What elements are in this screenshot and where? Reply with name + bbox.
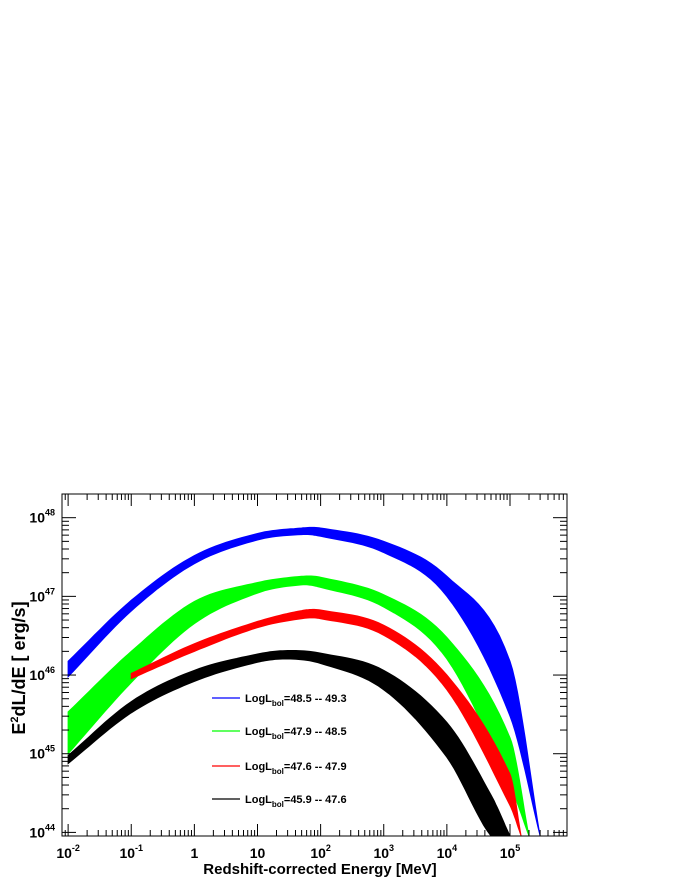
series-bands	[67, 526, 541, 836]
y-tick-label: 1048	[29, 508, 55, 526]
series-band-0	[67, 526, 541, 836]
y-axis-title: E2dL/dE [ erg/s]	[9, 601, 29, 734]
y-tick-label: 1047	[29, 586, 55, 604]
x-tick-label: 10-2	[56, 843, 80, 861]
svg-text:E2dL/dE [ erg/s]: E2dL/dE [ erg/s]	[9, 601, 29, 734]
legend-label-0: LogLbol=48.5 -- 49.3	[245, 693, 347, 708]
y-axis-title-rest: dL/dE [ erg/s]	[9, 601, 29, 716]
y-tick-label: 1045	[29, 744, 55, 762]
x-tick-label: 10-1	[119, 843, 143, 861]
y-tick-label: 1046	[29, 665, 55, 683]
y-ticks: 1044 1045 1046 1047 1048	[29, 493, 567, 840]
x-tick-label: 104	[437, 843, 458, 861]
legend-label-1: LogLbol=47.9 -- 48.5	[245, 726, 347, 741]
series-band-3	[67, 650, 511, 836]
legend: LogLbol=48.5 -- 49.3 LogLbol=47.9 -- 48.5…	[212, 693, 347, 809]
series-band-1	[67, 575, 530, 836]
x-axis-title: Redshift-corrected Energy [MeV]	[203, 861, 436, 878]
x-ticks: 10-2 10-1 1 10 102 103 104 105	[56, 494, 568, 861]
y-axis-title-part: E	[9, 723, 29, 735]
y-tick-label: 1044	[29, 822, 55, 840]
series-band-2	[130, 608, 522, 836]
x-tick-label: 103	[373, 843, 394, 861]
legend-label-3: LogLbol=45.9 -- 47.6	[245, 794, 347, 809]
x-tick-label: 102	[310, 843, 331, 861]
legend-label-2: LogLbol=47.6 -- 47.9	[245, 761, 347, 776]
x-tick-label: 10	[250, 845, 266, 861]
x-tick-label: 105	[500, 843, 521, 861]
x-tick-label: 1	[190, 845, 198, 861]
y-axis-title-sup: 2	[9, 716, 21, 722]
